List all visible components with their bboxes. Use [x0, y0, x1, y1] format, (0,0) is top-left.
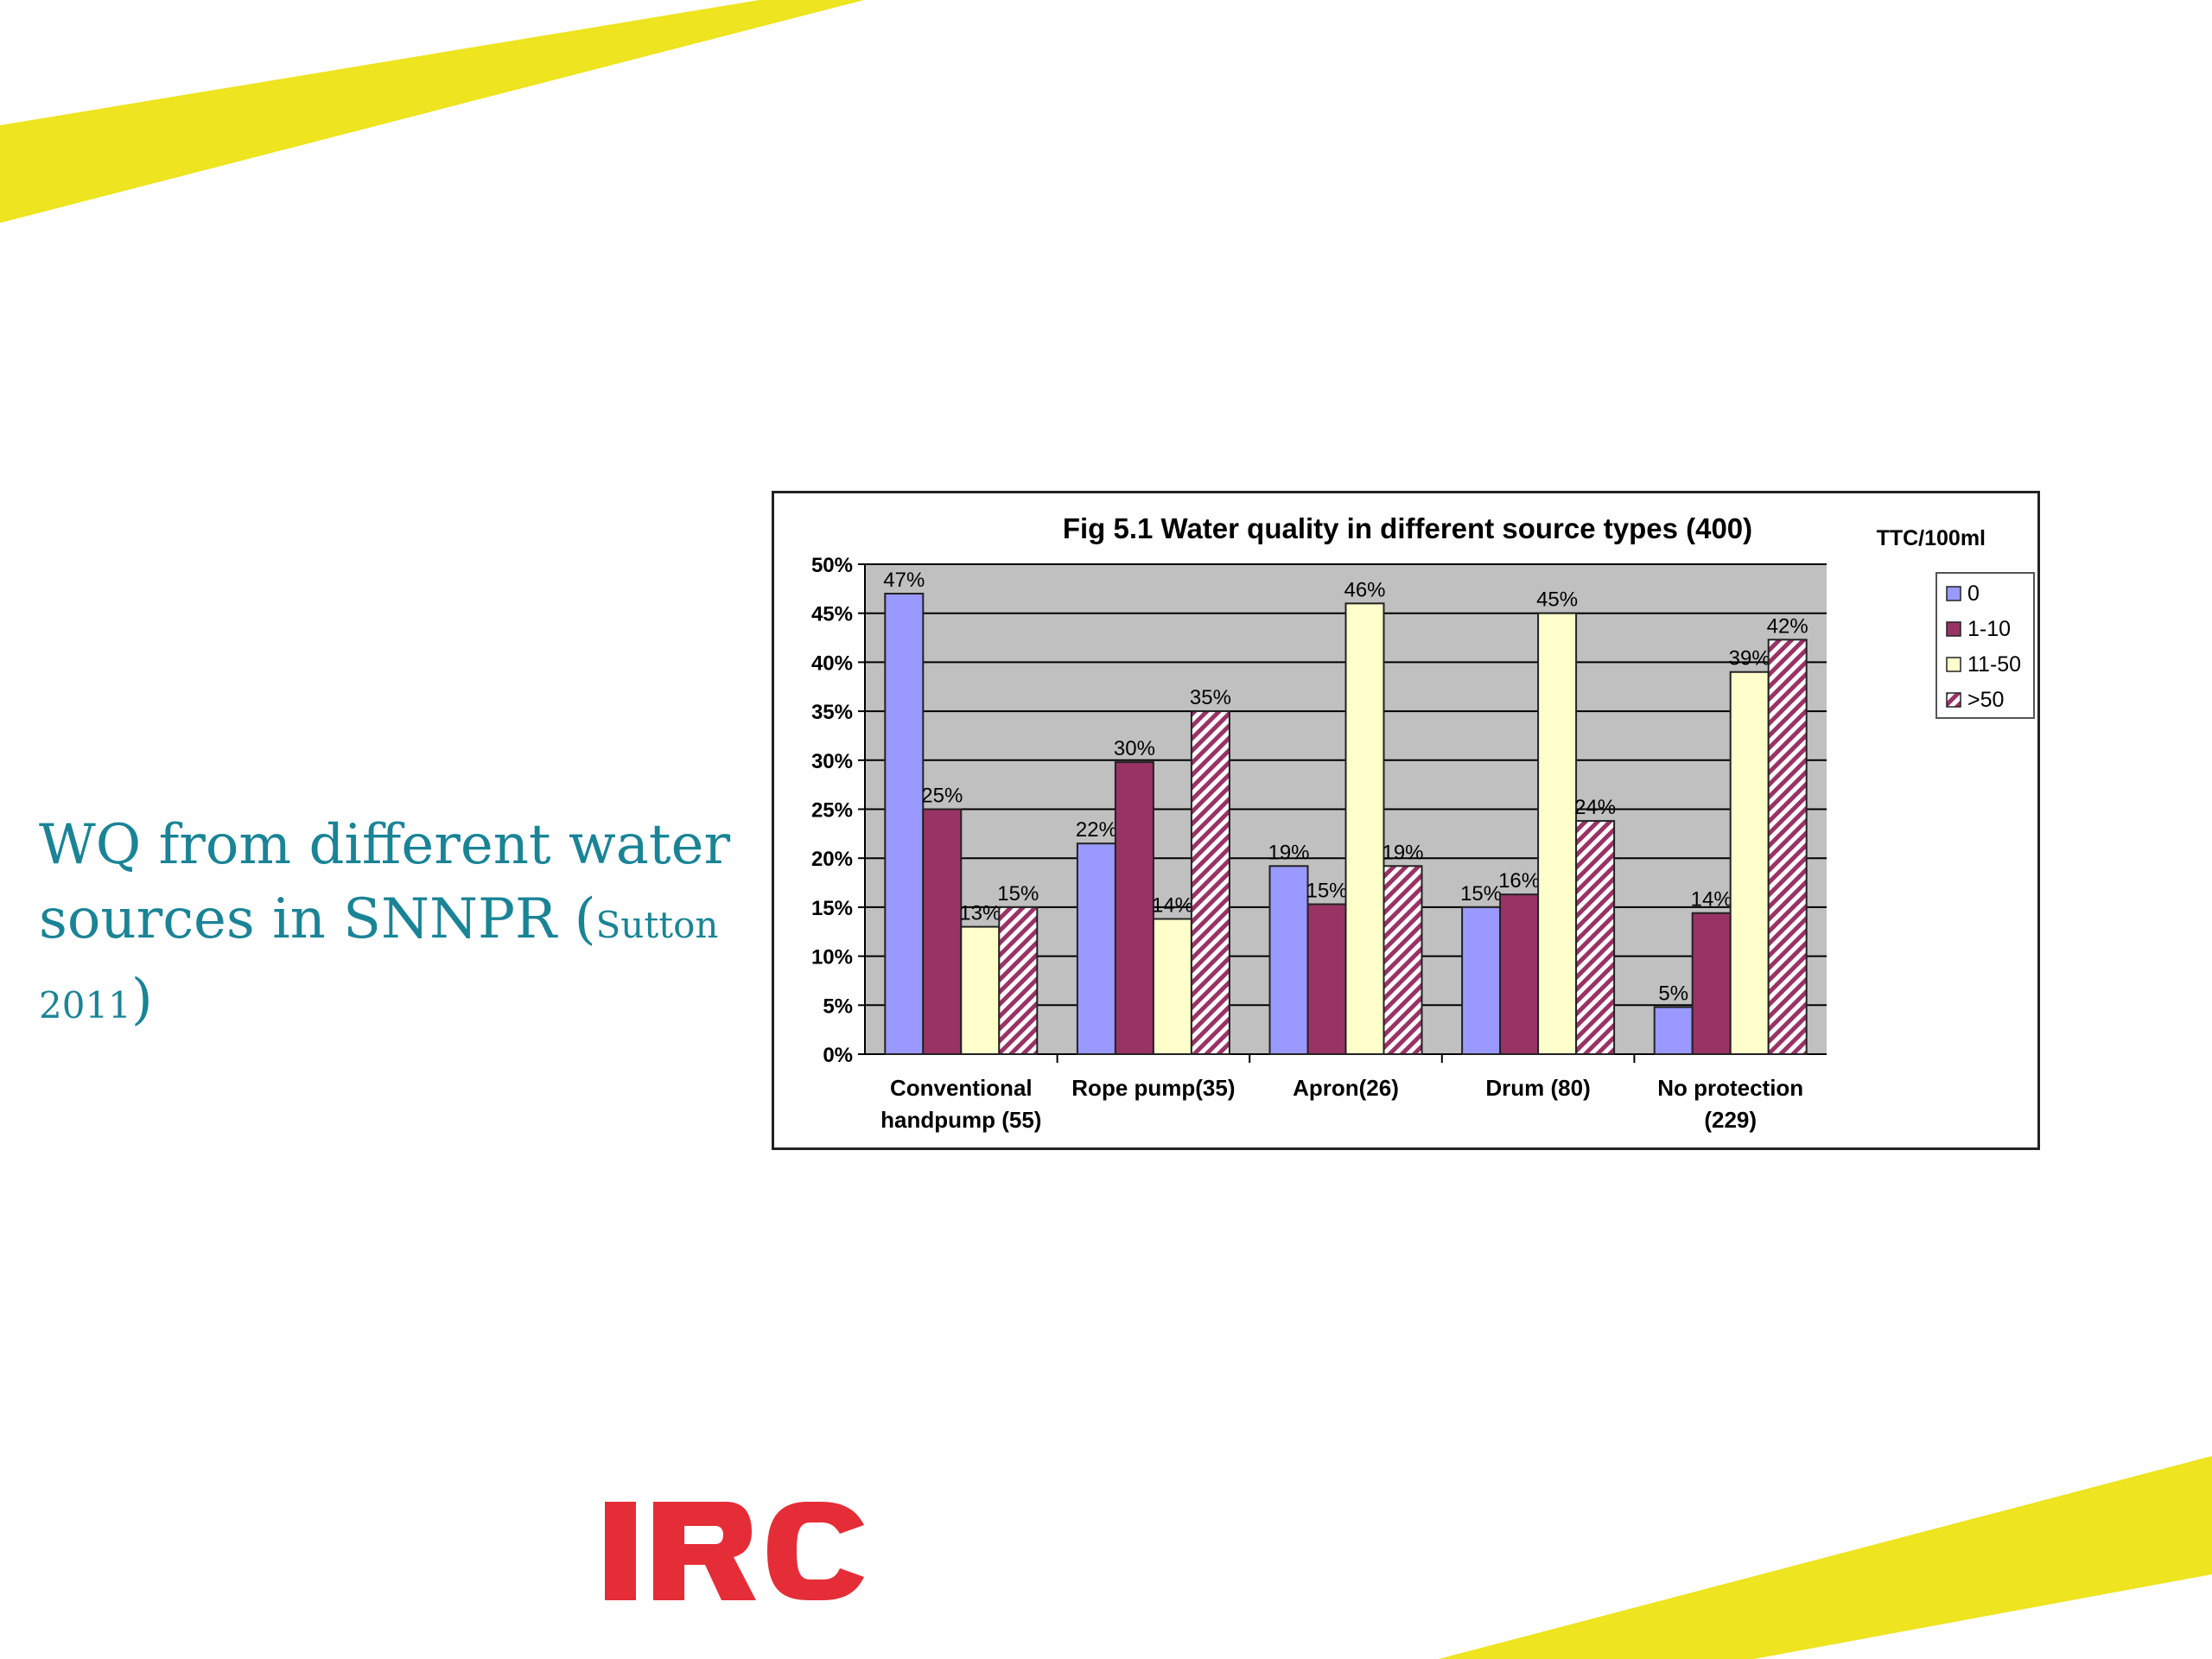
data-label: 22% [1076, 818, 1117, 842]
bar-1-10-0 [922, 808, 963, 1055]
y-tick-label: 25% [811, 799, 853, 823]
data-label: 39% [1729, 647, 1770, 671]
x-category-label: Conventional [890, 1075, 1033, 1101]
bar-1-10-1 [1114, 761, 1154, 1055]
y-tick-label: 5% [823, 995, 853, 1018]
bar-0-2 [1268, 865, 1309, 1055]
irc-logo-graphic [605, 1502, 864, 1600]
water-quality-chart: Fig 5.1 Water quality in different sourc… [811, 512, 2035, 1133]
data-label: 45% [1536, 588, 1578, 612]
legend-label: 0 [1967, 582, 1980, 606]
bar-0-3 [1461, 906, 1502, 1055]
data-label: 46% [1344, 578, 1385, 601]
y-tick-label: 40% [811, 652, 853, 675]
bar->50-4 [1767, 639, 1808, 1055]
bottom-right-stripe [1439, 1456, 2212, 1659]
bar-1-10-4 [1691, 912, 1732, 1056]
data-label: 14% [1152, 894, 1193, 918]
irc-logo [605, 1499, 963, 1605]
bar-0-4 [1653, 1006, 1694, 1055]
y-tick-label: 0% [823, 1044, 853, 1067]
top-left-stripe [0, 0, 864, 223]
data-label: 42% [1767, 614, 1808, 638]
plot-area: 0% 5% 10% 15% 20% 25% 30% 35% 40% 45% 50% 47% 25% 13%… [811, 554, 1827, 1133]
data-label: 35% [1190, 686, 1231, 709]
bar-0-1 [1076, 842, 1116, 1055]
bar-11-50-2 [1344, 602, 1385, 1056]
legend: 0 1-10 11-50 >50 [1936, 572, 2035, 719]
y-tick-label: 35% [811, 701, 853, 724]
data-label: 15% [1460, 882, 1502, 906]
legend-label: 1-10 [1967, 617, 2011, 641]
chart-title: Fig 5.1 Water quality in different sourc… [1063, 512, 1752, 544]
slide-title: WQ from different water sources in SNNPR… [39, 808, 747, 1043]
bar-11-50-4 [1729, 671, 1770, 1056]
data-label: 19% [1268, 841, 1309, 864]
data-label: 30% [1114, 737, 1155, 760]
y-tick-label: 10% [811, 946, 853, 969]
data-label: 24% [1574, 796, 1616, 819]
y-tick-label: 15% [811, 897, 853, 920]
bar-1-10-2 [1306, 903, 1347, 1055]
slide-title-reference: Sutton 2011 [39, 904, 719, 1027]
bar->50-0 [998, 906, 1039, 1055]
data-label: 25% [921, 785, 963, 808]
y-tick-label: 45% [811, 603, 853, 626]
x-category-label: No protection [1657, 1075, 1803, 1101]
legend-label: 11-50 [1967, 652, 2021, 677]
bar-11-50-1 [1152, 918, 1192, 1055]
legend-label: >50 [1967, 688, 2004, 712]
x-category-label: (229) [1704, 1107, 1757, 1133]
legend-swatch [1946, 621, 1961, 637]
x-category-label: Rope pump(35) [1071, 1075, 1235, 1101]
x-category-label: Drum (80) [1485, 1075, 1590, 1101]
bar-0-0 [884, 593, 925, 1055]
x-category-label: handpump (55) [880, 1107, 1041, 1133]
legend-title: TTC/100ml [1877, 526, 1986, 550]
y-tick-label: 50% [811, 554, 853, 577]
bar->50-3 [1575, 820, 1616, 1055]
data-label: 15% [1306, 879, 1347, 902]
data-label: 19% [1382, 841, 1423, 864]
data-label: 14% [1691, 888, 1732, 912]
bar->50-1 [1190, 710, 1230, 1055]
chart-frame: Fig 5.1 Water quality in different sourc… [772, 491, 2040, 1150]
legend-swatch [1946, 692, 1961, 708]
slide-title-close: ) [130, 968, 153, 1032]
x-category-label: Apron(26) [1293, 1075, 1399, 1101]
data-label: 15% [997, 882, 1039, 906]
data-label: 5% [1658, 982, 1688, 1006]
data-label: 16% [1498, 869, 1540, 893]
bar-11-50-0 [960, 925, 1001, 1055]
y-tick-label: 20% [811, 848, 853, 871]
data-label: 47% [883, 569, 925, 592]
bar->50-2 [1382, 865, 1423, 1055]
y-tick-label: 30% [811, 750, 853, 773]
legend-swatch [1946, 657, 1961, 672]
legend-swatch [1946, 586, 1961, 601]
data-label: 13% [959, 902, 1001, 925]
bar-1-10-3 [1499, 893, 1540, 1055]
bar-11-50-3 [1537, 612, 1578, 1055]
slide-title-main: WQ from different water sources in SNNPR… [39, 813, 731, 951]
